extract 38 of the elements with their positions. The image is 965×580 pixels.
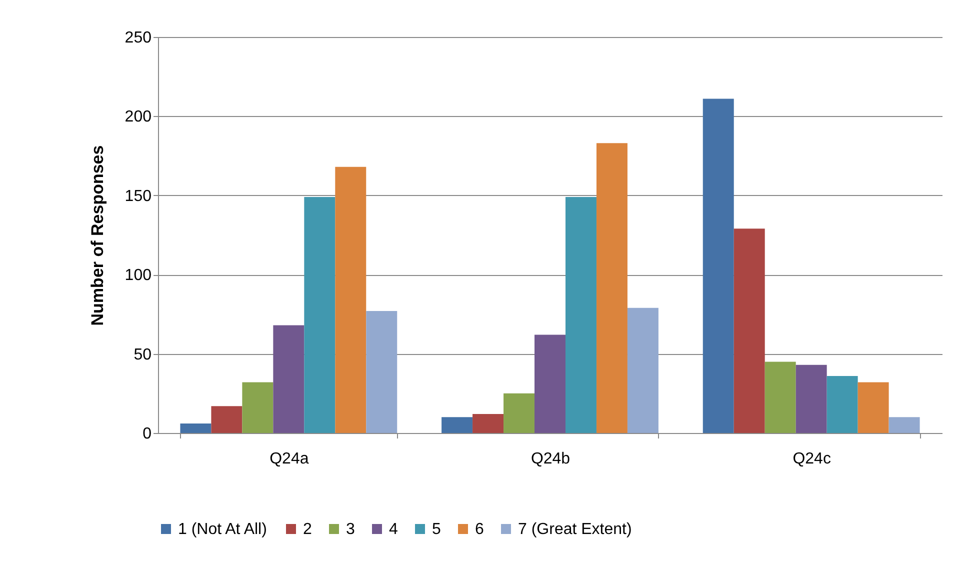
legend-label: 3 [346,521,355,538]
legend-label: 1 (Not At All) [178,521,267,538]
bar [764,362,796,433]
y-tick-label: 100 [124,267,152,284]
bar [211,406,242,433]
y-tick-label: 250 [124,30,152,46]
bar [702,98,734,433]
legend-label: 6 [475,521,484,538]
y-tick-label: 200 [124,108,152,126]
bar [596,143,628,433]
bar [796,364,827,433]
bar [504,393,535,433]
bar [335,166,366,433]
y-axis-title: Number of Responses [88,145,107,326]
y-tick-label: 50 [134,346,152,364]
bar [442,417,473,433]
x-tick-label: Q24b [530,450,570,468]
legend-label: 7 (Great Extent) [518,521,632,538]
legend-label: 4 [389,521,398,538]
y-tick-label: 0 [142,426,152,442]
x-tick-label: Q24a [270,450,309,468]
bar [858,382,889,433]
bar [366,311,398,433]
bar [534,334,566,433]
bar [734,228,765,433]
legend-label: 2 [303,521,312,538]
legend-label: 5 [432,521,441,538]
bar [180,423,212,433]
bar [826,376,858,433]
bar [627,308,658,433]
x-tick-label: Q24c [792,450,831,468]
bar [273,325,304,433]
y-tick-label: 150 [124,188,152,205]
bar [472,414,504,433]
bar [565,196,596,433]
bar [888,417,920,433]
bar [242,382,274,433]
bar [304,196,336,433]
